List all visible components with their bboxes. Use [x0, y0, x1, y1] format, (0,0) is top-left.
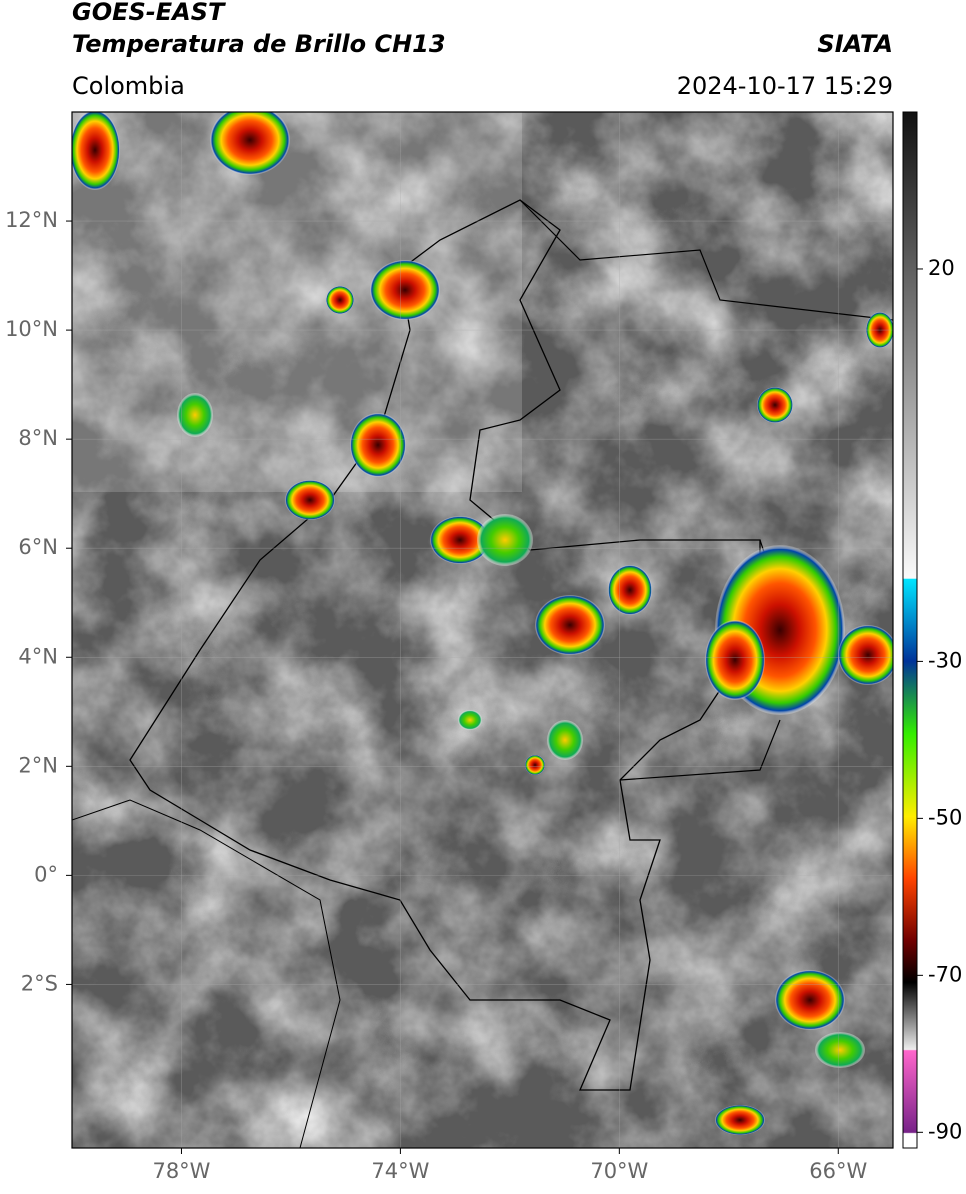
graticule	[72, 112, 893, 1148]
colorbar-tick-label: -90	[928, 1119, 962, 1143]
y-tick-label: 8°N	[18, 426, 58, 450]
colorbar-tick-label: -30	[928, 648, 962, 672]
y-tick-label: 12°N	[5, 208, 58, 232]
x-tick-label: 78°W	[152, 1159, 210, 1183]
x-tick-label: 74°W	[371, 1159, 429, 1183]
subtitle: Temperatura de Brillo CH13	[72, 30, 446, 58]
colorbar-tick-label: -50	[928, 805, 962, 829]
title: GOES-EAST	[72, 0, 226, 26]
satellite-image	[72, 112, 893, 1148]
colorbar-tick-label: -70	[928, 962, 962, 986]
y-tick-label: 0°	[34, 862, 58, 886]
region: Colombia	[72, 72, 185, 100]
colorbar-tick-label: 20	[928, 256, 955, 280]
y-tick-label: 2°S	[21, 971, 58, 995]
colorbar	[902, 111, 918, 1149]
x-tick-label: 66°W	[809, 1159, 867, 1183]
datetime: 2024-10-17 15:29	[677, 72, 893, 100]
y-tick-label: 6°N	[18, 535, 58, 559]
map-frame	[71, 111, 894, 1149]
y-tick-label: 10°N	[5, 317, 58, 341]
x-tick-label: 70°W	[590, 1159, 648, 1183]
y-tick-label: 4°N	[18, 644, 58, 668]
source: SIATA	[817, 30, 893, 58]
y-tick-label: 2°N	[18, 753, 58, 777]
